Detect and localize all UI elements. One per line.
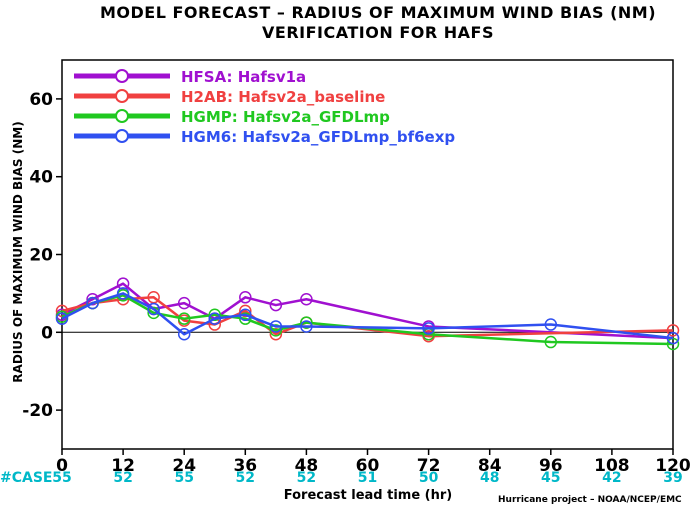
series-point xyxy=(239,312,252,325)
legend-label: HGM6: Hafsv2a_GFDLmp_bf6exp xyxy=(181,128,455,146)
series-point xyxy=(544,318,558,331)
y-tick-label: 60 xyxy=(29,90,53,110)
chart-subtitle: VERIFICATION FOR HAFS xyxy=(262,23,494,42)
x-tick-label: 48 xyxy=(295,456,319,476)
x-axis-label: Forecast lead time (hr) xyxy=(284,488,452,503)
legend-marker xyxy=(115,109,129,123)
series-point xyxy=(239,291,252,304)
case-count: 52 xyxy=(236,470,255,486)
series-point xyxy=(269,298,283,312)
legend-marker xyxy=(115,89,129,103)
series-point xyxy=(666,337,680,351)
case-count: 51 xyxy=(358,470,377,486)
x-tick-label: 12 xyxy=(111,456,135,476)
series-point xyxy=(208,312,221,325)
x-tick-label: 120 xyxy=(655,456,691,476)
y-tick-label: 20 xyxy=(29,246,53,266)
series-point xyxy=(86,292,99,306)
case-count: 39 xyxy=(663,470,682,486)
series-point xyxy=(422,322,435,335)
series-point xyxy=(239,308,252,322)
series-point xyxy=(239,304,252,318)
x-tick-label: 84 xyxy=(478,456,502,476)
x-tick-label: 36 xyxy=(233,456,257,476)
series-point xyxy=(116,287,130,300)
series-point xyxy=(300,316,313,329)
credit-text: Hurricane project – NOAA/NCEP/EMC xyxy=(498,495,682,505)
series-point xyxy=(544,335,558,349)
series-point xyxy=(177,312,191,325)
legend-marker xyxy=(115,69,129,83)
case-count: 55 xyxy=(52,470,71,486)
legend-label: H2AB: Hafsv2a_baseline xyxy=(181,88,385,106)
series-point xyxy=(269,327,283,341)
series-point xyxy=(300,320,313,333)
case-label: #CASE xyxy=(0,470,53,486)
x-tick-label: 72 xyxy=(417,456,441,476)
case-count: 50 xyxy=(419,470,439,486)
y-tick-label: 0 xyxy=(41,323,53,343)
series-point xyxy=(147,302,160,316)
x-tick-label: 96 xyxy=(539,456,563,476)
x-tick-label: 60 xyxy=(356,456,380,476)
series-point xyxy=(269,324,283,337)
legend-label: HGMP: Hafsv2a_GFDLmp xyxy=(181,108,390,126)
case-count: 48 xyxy=(480,470,499,486)
series-point xyxy=(300,292,313,306)
case-count: 55 xyxy=(174,470,193,486)
case-count: 52 xyxy=(113,470,132,486)
case-count: 45 xyxy=(541,470,560,486)
series-point xyxy=(208,308,221,322)
legend-label: HFSA: Hafsv1a xyxy=(181,68,306,86)
x-tick-label: 108 xyxy=(594,456,630,476)
series-point xyxy=(177,327,191,341)
x-tick-label: 24 xyxy=(172,456,196,476)
series-point xyxy=(55,312,69,325)
x-tick-label: 0 xyxy=(56,456,68,476)
y-tick-label: -20 xyxy=(22,401,53,421)
series-point xyxy=(177,296,191,310)
legend-marker xyxy=(115,129,129,143)
y-axis-label: RADIUS OF MAXIMUM WIND BIAS (NM) xyxy=(11,121,25,382)
series-point xyxy=(86,296,99,310)
y-tick-label: 40 xyxy=(29,168,53,188)
series-point xyxy=(666,324,680,337)
case-count: 52 xyxy=(297,470,316,486)
case-count: 42 xyxy=(602,470,621,486)
series-point xyxy=(666,331,680,345)
series-point xyxy=(269,320,283,333)
chart-title: MODEL FORECAST – RADIUS OF MAXIMUM WIND … xyxy=(100,3,656,22)
